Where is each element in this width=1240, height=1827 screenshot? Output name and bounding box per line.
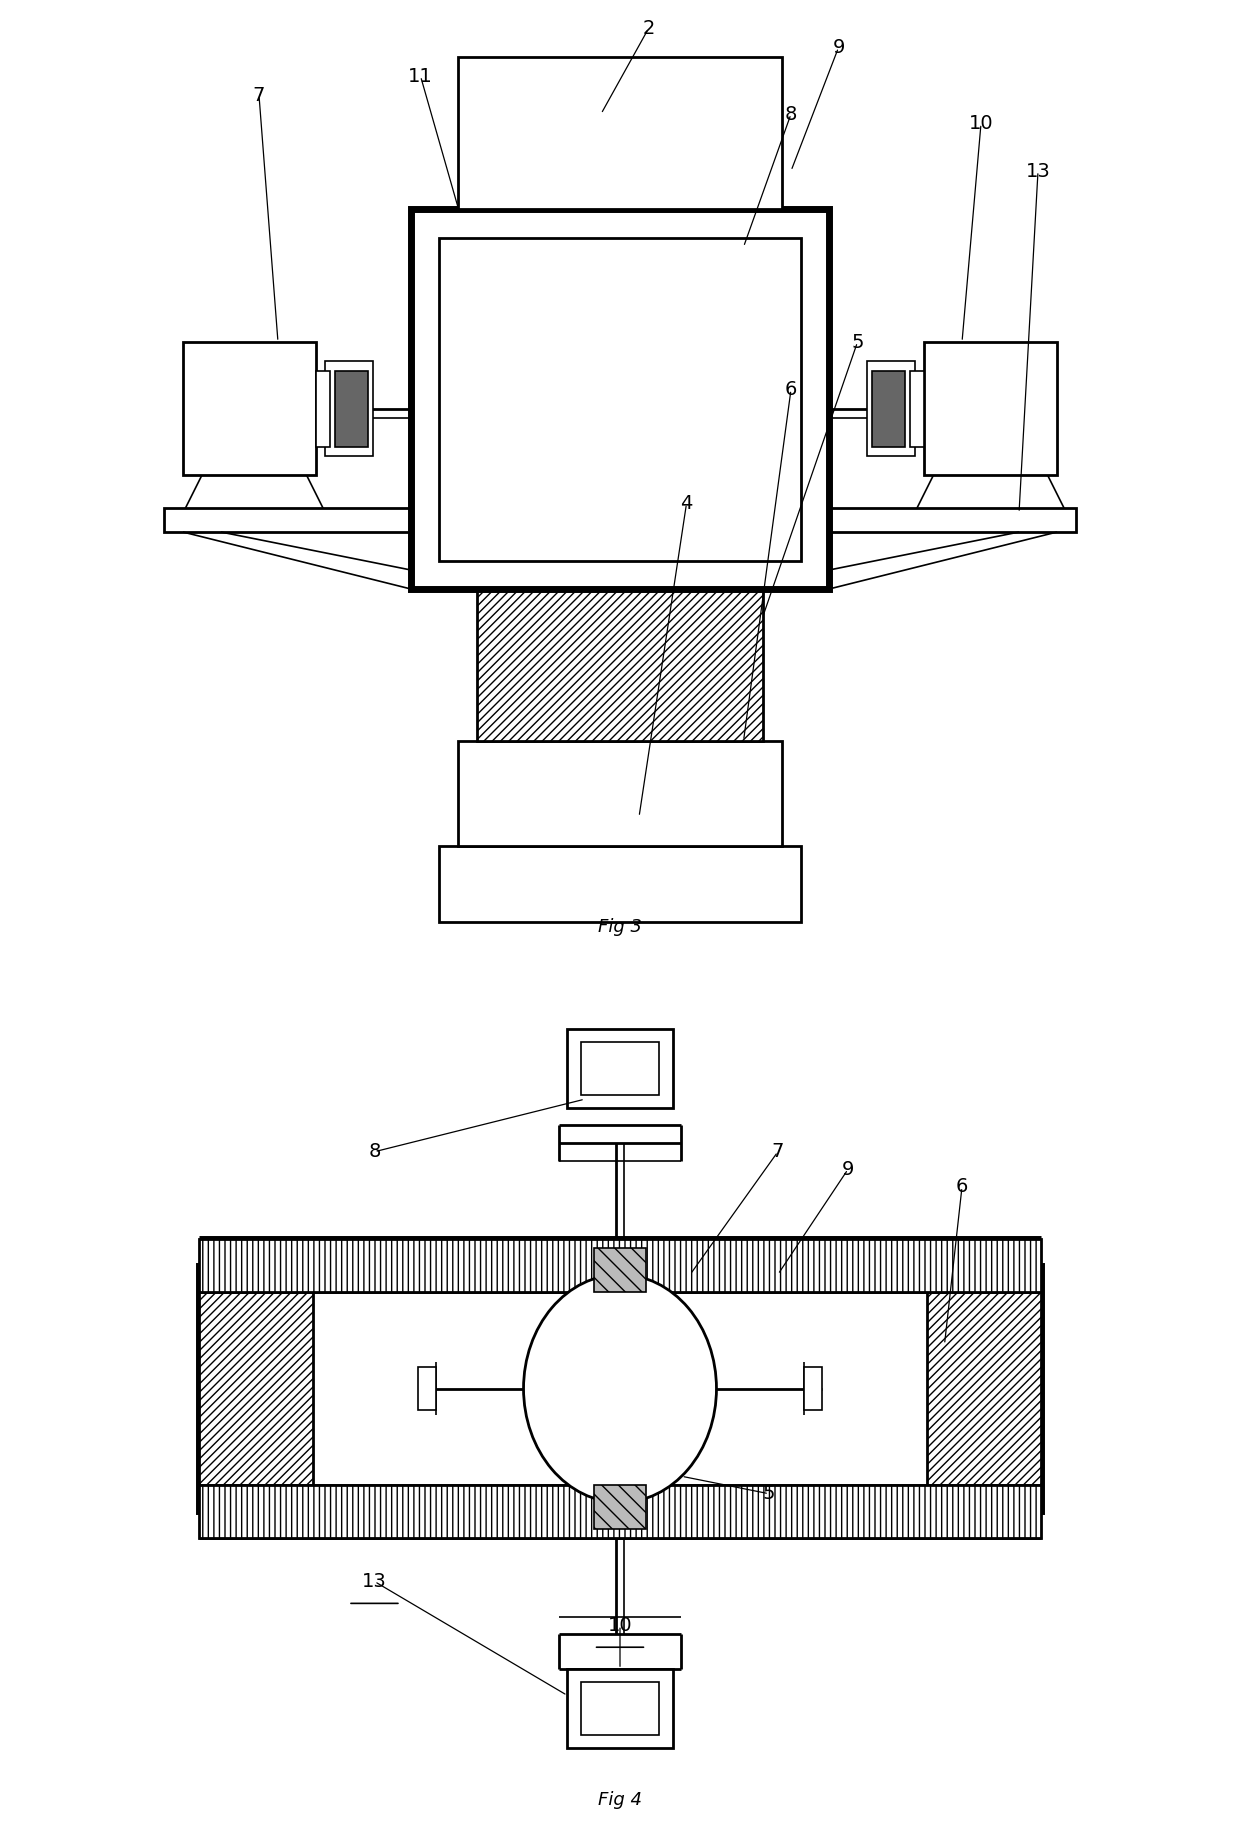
Text: 11: 11 — [408, 66, 433, 86]
Bar — [200, 1239, 1040, 1292]
Bar — [200, 1266, 1040, 1511]
Text: 7: 7 — [771, 1142, 784, 1162]
Bar — [184, 342, 316, 475]
Bar — [568, 1029, 672, 1107]
Text: 7: 7 — [253, 86, 265, 104]
Bar — [867, 362, 915, 457]
Bar — [910, 371, 924, 446]
Text: 2: 2 — [642, 18, 655, 38]
Bar — [594, 1248, 646, 1292]
Text: Fig 4: Fig 4 — [598, 1792, 642, 1809]
Bar — [335, 371, 368, 446]
Bar — [164, 508, 1076, 532]
Bar — [325, 362, 373, 457]
Bar — [316, 371, 330, 446]
Text: 4: 4 — [681, 493, 693, 513]
Ellipse shape — [523, 1275, 717, 1502]
Text: 8: 8 — [785, 104, 797, 124]
Bar — [580, 1683, 660, 1736]
Bar — [594, 1485, 646, 1529]
Bar — [928, 1266, 1040, 1511]
Bar — [568, 1670, 672, 1748]
Bar — [580, 1041, 660, 1094]
Text: 6: 6 — [785, 380, 797, 398]
Text: 10: 10 — [968, 113, 993, 133]
Bar — [459, 57, 781, 208]
Text: 10: 10 — [608, 1615, 632, 1635]
Text: 9: 9 — [832, 38, 844, 57]
Text: 13: 13 — [362, 1571, 387, 1591]
Bar — [459, 742, 781, 846]
Bar — [200, 1485, 1040, 1538]
Text: 8: 8 — [368, 1142, 381, 1162]
Bar — [200, 1266, 312, 1511]
Text: Fig 3: Fig 3 — [598, 917, 642, 935]
Text: 5: 5 — [763, 1484, 775, 1504]
Text: 6: 6 — [956, 1177, 968, 1197]
Text: 9: 9 — [842, 1160, 854, 1178]
Bar — [439, 846, 801, 921]
Bar — [418, 1367, 435, 1410]
Bar — [805, 1367, 822, 1410]
Bar — [924, 342, 1056, 475]
Bar — [439, 238, 801, 561]
Text: 13: 13 — [1025, 161, 1050, 181]
Bar — [410, 208, 830, 588]
Text: 5: 5 — [851, 333, 864, 351]
Bar — [872, 371, 905, 446]
Bar — [477, 541, 763, 742]
